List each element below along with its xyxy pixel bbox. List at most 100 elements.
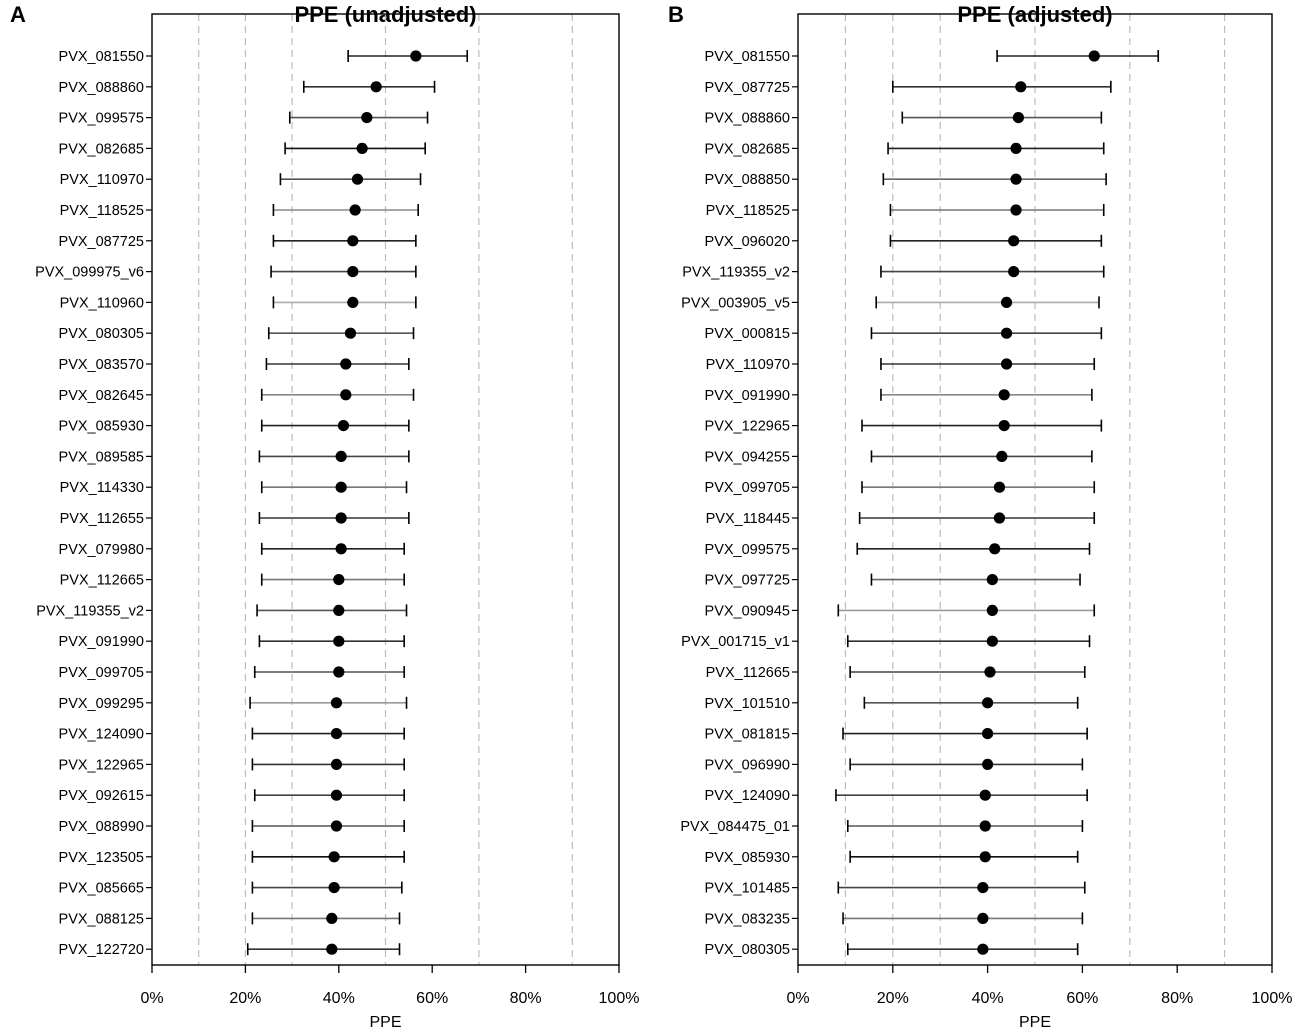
forest-row: PVX_096990 <box>705 757 1084 773</box>
point-estimate <box>979 851 991 863</box>
gene-label: PVX_092615 <box>59 788 144 804</box>
gene-label: PVX_096990 <box>705 757 790 773</box>
point-estimate <box>340 358 352 370</box>
forest-row: PVX_089585 <box>59 449 410 465</box>
point-estimate <box>1010 142 1022 154</box>
gene-label: PVX_090945 <box>705 603 790 619</box>
gene-label: PVX_080305 <box>705 942 790 958</box>
forest-row: PVX_099705 <box>59 665 405 681</box>
forest-row: PVX_099295 <box>59 696 408 712</box>
point-estimate <box>340 389 352 401</box>
panel-b: B PPE (adjusted)0% 20% 40% 60% 80% 100%PPEPVX_… <box>668 2 1292 1031</box>
point-estimate <box>1015 81 1027 93</box>
gene-label: PVX_088850 <box>705 172 790 188</box>
point-estimate <box>361 112 373 124</box>
gene-label: PVX_124090 <box>59 727 144 743</box>
point-estimate <box>328 851 340 863</box>
x-tick-label: 100% <box>1252 990 1293 1007</box>
gene-label: PVX_099575 <box>705 542 790 558</box>
forest-row: PVX_081550 <box>705 49 1160 65</box>
forest-row: PVX_122965 <box>705 419 1103 435</box>
forest-row: PVX_099575 <box>705 542 1091 558</box>
gene-label: PVX_097725 <box>705 573 790 589</box>
forest-row: PVX_082685 <box>705 141 1105 157</box>
point-estimate <box>410 50 422 62</box>
forest-row: PVX_091990 <box>59 634 405 650</box>
x-tick-label: 40% <box>323 990 355 1007</box>
point-estimate <box>989 543 1001 555</box>
gene-label: PVX_087725 <box>59 234 144 250</box>
point-estimate <box>1008 266 1020 278</box>
x-axis-label: PPE <box>369 1014 401 1031</box>
point-estimate <box>333 604 345 617</box>
forest-row: PVX_081550 <box>59 49 469 65</box>
forest-row: PVX_085930 <box>705 850 1079 866</box>
gene-label: PVX_085930 <box>59 419 144 435</box>
point-estimate <box>986 635 998 647</box>
forest-row: PVX_119355_v2 <box>682 265 1105 281</box>
point-estimate <box>370 81 382 93</box>
forest-row: PVX_094255 <box>705 449 1093 465</box>
point-estimate <box>326 943 338 955</box>
gene-label: PVX_099575 <box>59 111 144 127</box>
point-estimate <box>996 450 1008 462</box>
point-estimate <box>330 820 343 832</box>
forest-row: PVX_088125 <box>59 911 401 927</box>
x-tick-label: 40% <box>972 990 1004 1007</box>
forest-row: PVX_096020 <box>705 234 1103 250</box>
point-estimate <box>1000 358 1013 370</box>
panel-a: A PPE (unadjusted)0% 20% 40% 60% 80% 100%PPEPV… <box>10 2 639 1031</box>
forest-row: PVX_001715_v1 <box>681 634 1091 650</box>
gene-label: PVX_123505 <box>59 850 144 866</box>
point-estimate <box>979 820 991 832</box>
point-estimate <box>356 142 368 154</box>
forest-row: PVX_084475_01 <box>680 819 1084 835</box>
gene-label: PVX_112655 <box>60 511 144 527</box>
forest-row: PVX_101485 <box>705 881 1086 897</box>
point-estimate <box>330 789 343 801</box>
x-tick-label: 0% <box>140 990 163 1007</box>
gene-label: PVX_119355_v2 <box>682 265 790 281</box>
point-estimate <box>330 697 343 709</box>
gene-label: PVX_088125 <box>59 911 144 927</box>
point-estimate <box>330 728 343 740</box>
forest-row: PVX_097725 <box>705 573 1081 589</box>
x-tick-label: 80% <box>1161 990 1193 1007</box>
forest-row: PVX_114330 <box>60 480 408 496</box>
x-tick-label: 80% <box>510 990 542 1007</box>
forest-row: PVX_083235 <box>705 911 1084 927</box>
gene-label: PVX_089585 <box>59 449 144 465</box>
point-estimate <box>993 512 1006 524</box>
gene-label: PVX_122965 <box>59 757 144 773</box>
point-estimate <box>1012 112 1025 124</box>
point-estimate <box>328 882 340 894</box>
forest-row: PVX_080305 <box>59 326 415 342</box>
forest-row: PVX_112655 <box>60 511 410 527</box>
gene-label: PVX_085665 <box>59 881 144 897</box>
point-estimate <box>982 728 994 740</box>
gene-label: PVX_082645 <box>59 388 144 404</box>
forest-row: PVX_082685 <box>59 141 426 157</box>
point-estimate <box>330 758 343 771</box>
gene-label: PVX_085930 <box>705 850 790 866</box>
panel-letter: A <box>10 2 26 27</box>
gene-label: PVX_112665 <box>706 665 790 681</box>
gene-label: PVX_081815 <box>705 727 790 743</box>
forest-row: PVX_118445 <box>706 511 1096 527</box>
forest-row: PVX_123505 <box>59 850 405 866</box>
point-estimate <box>977 882 989 894</box>
forest-row: PVX_079980 <box>59 542 405 558</box>
gene-label: PVX_080305 <box>59 326 144 342</box>
point-estimate <box>1010 173 1022 185</box>
gene-label: PVX_088990 <box>59 819 144 835</box>
gene-label: PVX_001715_v1 <box>681 634 790 650</box>
point-estimate <box>335 481 347 493</box>
point-estimate <box>326 912 338 925</box>
point-estimate <box>998 420 1010 432</box>
forest-row: PVX_092615 <box>59 788 405 804</box>
gene-label: PVX_110960 <box>60 295 144 311</box>
gene-label: PVX_000815 <box>705 326 790 342</box>
point-estimate <box>335 450 347 462</box>
gene-label: PVX_122720 <box>59 942 144 958</box>
gene-label: PVX_091990 <box>59 634 144 650</box>
